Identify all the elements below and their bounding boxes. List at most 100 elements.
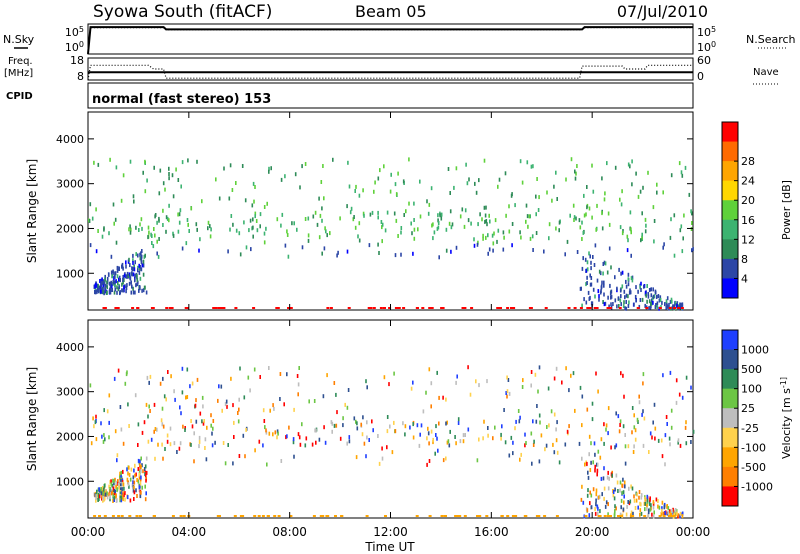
echo-point <box>331 429 333 434</box>
echo-point <box>635 285 637 290</box>
echo-point <box>110 270 113 275</box>
echo-point <box>101 496 103 501</box>
echo-point <box>607 470 609 475</box>
echo-point <box>227 443 229 447</box>
echo-point <box>440 216 443 221</box>
echo-point <box>141 263 144 268</box>
echo-point <box>478 383 480 388</box>
echo-point <box>119 498 121 503</box>
nsearch-series <box>87 27 693 55</box>
colorbar-swatch <box>722 180 738 201</box>
echo-point <box>259 212 262 217</box>
colorbar-frame <box>721 329 739 507</box>
ground-echo <box>586 307 590 309</box>
echo-point <box>323 425 325 430</box>
echo-point <box>259 224 261 229</box>
echo-point <box>187 158 189 163</box>
echo-point <box>504 171 507 176</box>
echo-point <box>437 221 440 225</box>
echo-point <box>624 306 626 311</box>
echo-point <box>569 213 571 218</box>
echo-point <box>633 494 635 499</box>
echo-point <box>616 304 618 309</box>
echo-point <box>631 406 634 410</box>
echo-point <box>654 436 656 441</box>
echo-point <box>321 206 323 211</box>
ground-echo <box>584 515 588 517</box>
echo-point <box>245 245 248 250</box>
echo-point <box>121 482 124 487</box>
echo-point <box>148 230 150 235</box>
echo-point <box>466 181 469 186</box>
echo-point <box>381 222 384 227</box>
echo-point <box>616 286 618 291</box>
echo-point <box>683 213 685 218</box>
echo-point <box>129 224 131 229</box>
echo-point <box>102 494 104 499</box>
echo-point <box>482 236 484 241</box>
echo-point <box>412 435 415 440</box>
ground-echo <box>523 515 527 517</box>
ground-echo <box>369 307 373 309</box>
echo-point <box>465 162 467 167</box>
ground-echo <box>319 515 323 517</box>
echo-point <box>427 211 430 216</box>
echo-point <box>556 420 558 425</box>
echo-point <box>487 426 489 430</box>
cpid-strip: normal (fast stereo) 153 <box>87 82 694 109</box>
echo-point <box>624 461 627 466</box>
echo-point <box>502 230 505 235</box>
echo-point <box>221 408 223 413</box>
ground-echo <box>136 307 140 309</box>
echo-point <box>329 231 331 236</box>
echo-point <box>543 249 545 254</box>
echo-point <box>647 292 649 297</box>
echo-point <box>274 430 277 435</box>
echo-point <box>642 443 645 448</box>
echo-point <box>268 166 270 171</box>
echo-point <box>521 385 524 389</box>
ground-echo <box>535 515 539 517</box>
echo-point <box>354 225 357 230</box>
echo-point <box>639 508 642 513</box>
echo-point <box>127 471 129 476</box>
echo-point <box>106 276 109 281</box>
echo-point <box>599 271 602 276</box>
echo-point <box>159 168 162 173</box>
echo-point <box>661 300 663 305</box>
echo-point <box>631 182 633 187</box>
x-tick-label: 12:00 <box>373 525 408 539</box>
echo-point <box>412 251 414 256</box>
echo-point <box>126 495 129 500</box>
echo-point <box>653 294 656 299</box>
echo-point <box>103 290 106 295</box>
echo-point <box>595 492 598 497</box>
echo-point <box>489 219 491 224</box>
echo-point <box>116 498 118 503</box>
echo-point <box>145 478 147 483</box>
echo-point <box>478 437 480 442</box>
echo-point <box>263 231 266 236</box>
echo-point <box>428 202 431 207</box>
echo-point <box>222 441 225 445</box>
echo-point <box>420 423 423 428</box>
echo-point <box>684 165 687 170</box>
echo-point <box>636 417 639 422</box>
echo-point <box>172 194 175 199</box>
echo-point <box>185 395 187 400</box>
echo-point <box>230 376 232 381</box>
nsearch-label: N.Search <box>746 33 796 46</box>
echo-point <box>344 402 346 407</box>
echo-point <box>93 424 95 429</box>
ground-echo <box>470 307 474 309</box>
echo-point <box>570 157 573 162</box>
echo-point <box>556 450 559 455</box>
echo-point <box>108 435 110 440</box>
echo-point <box>634 428 637 433</box>
echo-point <box>149 409 151 413</box>
echo-point <box>535 419 538 424</box>
echo-point <box>484 213 487 218</box>
echo-point <box>599 455 602 460</box>
echo-point <box>649 431 652 436</box>
echo-point <box>621 483 623 488</box>
